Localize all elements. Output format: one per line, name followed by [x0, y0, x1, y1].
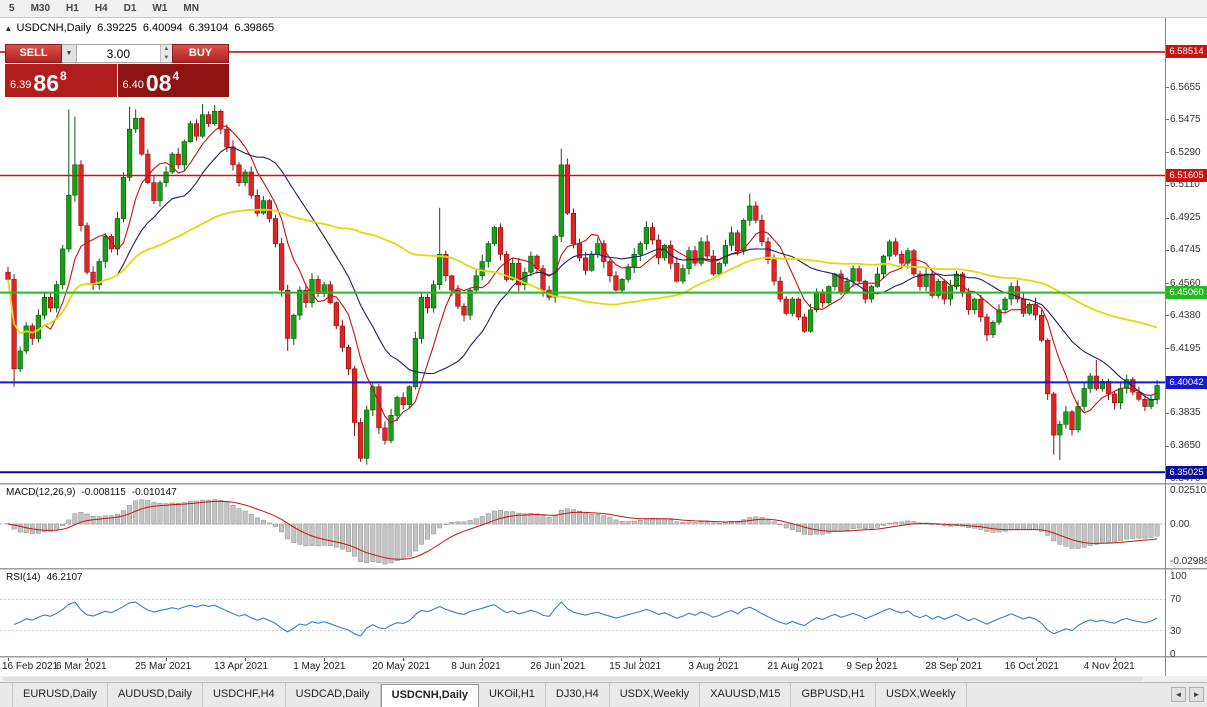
timeframe-button-mn[interactable]: MN	[183, 3, 199, 14]
one-click-trade-panel: SELL ▼ ▲ ▼ BUY 6.39 86 8 6.40 08 4	[5, 44, 229, 97]
scrollbar-thumb[interactable]	[3, 677, 1143, 681]
pane-divider-rsi[interactable]	[0, 568, 1207, 570]
spin-up-icon[interactable]: ▲	[160, 45, 172, 54]
chart-tab-eurusd-daily[interactable]: EURUSD,Daily	[12, 683, 108, 707]
timeframe-button-w1[interactable]: W1	[152, 3, 168, 14]
chart-tab-ukoil-h1[interactable]: UKOil,H1	[479, 683, 546, 707]
pane-divider-axis	[0, 656, 1207, 658]
time-axis[interactable]	[0, 658, 1165, 676]
price-axis-divider	[1165, 18, 1166, 676]
price-chart-canvas[interactable]	[0, 18, 1165, 483]
timeframe-button-d1[interactable]: D1	[123, 3, 137, 14]
volume-dropdown-button[interactable]: ▼	[62, 44, 77, 63]
rsi-value: 46.2107	[46, 572, 83, 583]
macd-histogram	[5, 499, 1160, 565]
sell-button[interactable]: SELL	[5, 44, 62, 63]
timeframe-toolbar: 5 M30 H1 H4 D1 W1 MN	[0, 0, 1207, 18]
chart-tab-bar: EURUSD,Daily AUDUSD,Daily USDCHF,H4 USDCAD,…	[0, 682, 1207, 707]
ohlc-low-value: 6.39104	[188, 22, 229, 34]
horizontal-scrollbar[interactable]	[0, 676, 1207, 682]
dropdown-icon: ▼	[65, 50, 73, 57]
buy-price-display[interactable]: 6.40 08 4	[117, 64, 229, 97]
tab-scroll-right-button[interactable]: ►	[1189, 687, 1204, 702]
buy-price-big: 08	[145, 70, 172, 96]
ohlc-close-value: 6.39865	[234, 22, 275, 34]
chart-tab-gbpusd-h1[interactable]: GBPUSD,H1	[791, 683, 877, 707]
macd-signal-value: -0.010147	[131, 487, 177, 498]
pane-divider-macd[interactable]	[0, 483, 1207, 485]
chart-tab-usdcnh-daily[interactable]: USDCNH,Daily	[380, 684, 480, 707]
ohlc-open-value: 6.39225	[97, 22, 137, 34]
chart-tab-xauusd-m15[interactable]: XAUUSD,M15	[700, 683, 792, 707]
timeframe-button-h1[interactable]: H1	[66, 3, 79, 14]
horizontal-level-lines[interactable]	[0, 51, 1165, 474]
volume-spinner: ▲ ▼	[159, 45, 172, 62]
volume-field: ▲ ▼	[77, 44, 172, 63]
macd-name: MACD(12,26,9)	[6, 487, 76, 498]
macd-value: -0.008115	[81, 487, 126, 498]
ohlc-high-value: 6.40094	[142, 22, 183, 34]
symbol-period-label: USDCNH,Daily	[16, 22, 92, 34]
chart-tab-dj30-h4[interactable]: DJ30,H4	[546, 683, 610, 707]
buy-price-point: 4	[172, 69, 180, 83]
buy-price-prefix: 6.40	[122, 79, 144, 91]
candles	[5, 104, 1160, 465]
rsi-name: RSI(14)	[6, 572, 41, 583]
chart-tab-usdx-weekly[interactable]: USDX,Weekly	[610, 683, 701, 707]
sell-price-big: 86	[33, 70, 60, 96]
timeframe-button-h4[interactable]: H4	[94, 3, 108, 14]
rsi-indicator-label: RSI(14) 46.2107	[6, 572, 83, 583]
volume-input[interactable]	[77, 45, 160, 62]
chart-tab-usdx-weekly[interactable]: USDX,Weekly	[876, 683, 967, 707]
sell-price-display[interactable]: 6.39 86 8	[5, 64, 117, 97]
timeframe-button-5[interactable]: 5	[9, 3, 15, 14]
spin-down-icon[interactable]: ▼	[160, 53, 172, 62]
chart-tab-audusd-daily[interactable]: AUDUSD,Daily	[108, 683, 203, 707]
macd-indicator-label: MACD(12,26,9) -0.008115 -0.010147	[6, 487, 177, 498]
chart-tab-usdcad-daily[interactable]: USDCAD,Daily	[286, 683, 381, 707]
one-click-collapse-icon[interactable]: ▴	[6, 22, 11, 33]
price-axis[interactable]	[1165, 18, 1207, 658]
timeframe-button-m30[interactable]: M30	[30, 3, 51, 14]
rsi-pane-canvas[interactable]	[0, 570, 1165, 656]
chart-tab-usdchf-h4[interactable]: USDCHF,H4	[203, 683, 286, 707]
sell-price-prefix: 6.39	[10, 79, 32, 91]
rsi-line	[13, 601, 1158, 637]
macd-pane-canvas[interactable]	[0, 485, 1165, 568]
buy-button[interactable]: BUY	[172, 44, 229, 63]
moving-average-lines	[7, 125, 1158, 424]
chart-title-ohlc: ▴ USDCNH,Daily 6.39225 6.40094 6.39104 6…	[6, 22, 274, 34]
macd-signal-line	[7, 500, 1158, 560]
tab-scroll-left-button[interactable]: ◄	[1171, 687, 1186, 702]
sell-price-point: 8	[60, 69, 67, 83]
